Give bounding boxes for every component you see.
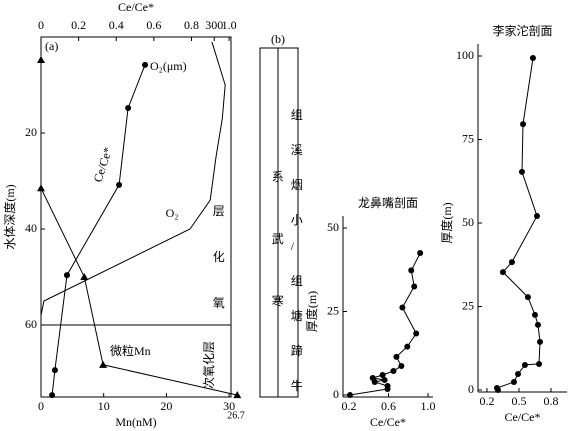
x-tick-label: 0.8 [543, 394, 558, 408]
marker [518, 168, 525, 175]
marker [417, 250, 424, 257]
marker [521, 361, 528, 368]
marker [494, 387, 501, 393]
marker [508, 259, 515, 266]
x-tick-label: 1.0 [421, 399, 436, 413]
marker [399, 304, 406, 311]
marker [142, 61, 149, 68]
marker [381, 376, 388, 383]
zone-label: 次氧化层 [202, 341, 216, 389]
y-axis-label: 厚度(m) [439, 202, 454, 243]
top-axis-label: Ce/Ce* [118, 0, 154, 14]
x-axis-label: Ce/Ce* [370, 415, 406, 429]
marker [116, 181, 123, 188]
top-tick-label: 0.8 [184, 18, 199, 32]
marker [404, 343, 411, 350]
top-tick-label: 0.4 [109, 18, 124, 32]
x-tick-label: 30 [223, 399, 235, 413]
top-tick-label: 1.0 [222, 18, 237, 32]
marker [49, 392, 56, 399]
series-label: 微粒Mn [110, 343, 151, 358]
marker [520, 121, 527, 128]
marker [99, 360, 108, 368]
y-axis-label: 厚度(m) [304, 291, 319, 332]
o2-axis-label: O₂(μm) [150, 59, 187, 73]
marker [390, 367, 397, 374]
column-label: (b) [271, 32, 285, 46]
x-axis-label: Ce/Ce* [505, 410, 541, 424]
x-axis-label: Mn(nM) [115, 415, 156, 429]
x-tick-label: 20 [160, 399, 172, 413]
marker [393, 353, 400, 360]
marker [51, 367, 58, 374]
marker [379, 371, 386, 378]
marker [536, 360, 543, 367]
marker [371, 378, 378, 385]
series-line [496, 57, 541, 391]
marker [125, 105, 132, 112]
x-tick-label: 0.6 [381, 399, 396, 413]
y-tick-label: 25 [327, 303, 339, 317]
y-tick-label: 20 [25, 125, 37, 139]
marker [37, 56, 45, 64]
panel-title: 龙鼻嘴剖面 [358, 195, 418, 210]
marker [529, 55, 536, 62]
marker [398, 362, 405, 369]
y-tick-label: 60 [25, 317, 37, 331]
y-tick-label: 50 [327, 220, 339, 234]
series-line [349, 252, 421, 396]
marker [510, 378, 517, 385]
formation-label: 牛蹄塘组/小烟溪组 [291, 108, 326, 393]
y-axis-label: 水体深度(m) [2, 184, 17, 249]
x-tick-label: 0.2 [479, 394, 494, 408]
series-line [40, 41, 226, 397]
marker [413, 330, 420, 337]
marker [534, 321, 541, 328]
marker [347, 392, 354, 398]
top-tick-label: 0.2 [71, 18, 86, 32]
x-tick-label: 0 [38, 399, 44, 413]
marker [408, 267, 415, 274]
value-annotation: 26.7 [227, 410, 245, 421]
marker [384, 385, 391, 392]
marker [534, 212, 541, 219]
series-label: Ce/Ce* [91, 145, 115, 184]
marker [537, 338, 544, 345]
top-tick-label: 0.6 [146, 18, 161, 32]
marker [37, 184, 45, 192]
column-frame [259, 47, 299, 398]
top-tick-label: 300 [205, 18, 223, 32]
marker [80, 273, 89, 280]
y-tick-label: 0 [333, 387, 339, 401]
y-tick-label: 50 [462, 215, 474, 229]
zone-label: 氧化层 [213, 204, 259, 310]
marker [515, 370, 522, 377]
series-line [51, 64, 146, 396]
y-tick-label: 100 [456, 48, 474, 62]
marker [411, 283, 418, 290]
y-tick-label: 75 [462, 131, 474, 145]
panel-label: (a) [45, 39, 58, 53]
x-tick-label: 0.2 [342, 399, 357, 413]
marker [233, 391, 242, 399]
series-label: O₂ [166, 206, 179, 220]
x-tick-label: 0.5 [511, 394, 526, 408]
y-tick-label: 25 [462, 298, 474, 312]
x-tick-label: 10 [98, 399, 110, 413]
y-tick-label: 40 [25, 221, 37, 235]
marker [531, 311, 538, 318]
marker [499, 269, 506, 276]
marker [524, 294, 531, 301]
panel-title: 李家沱剖面 [492, 23, 552, 38]
top-tick-label: 0 [38, 18, 44, 32]
plot-frame [40, 36, 232, 398]
y-tick-label: 0 [468, 382, 474, 396]
marker [63, 272, 70, 279]
